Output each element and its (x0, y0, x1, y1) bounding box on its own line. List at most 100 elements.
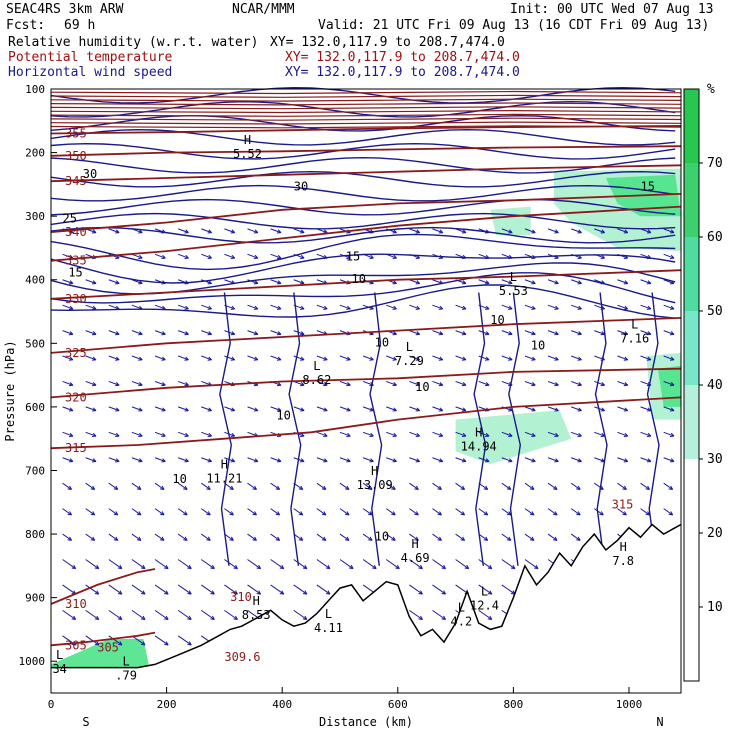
wind-vector-head (418, 590, 423, 595)
y-tick-label: 800 (25, 528, 45, 541)
wind-vector-head (91, 229, 97, 234)
wind-vector (547, 457, 559, 462)
wind-vector-head (576, 485, 581, 490)
wind-vector-head (438, 432, 444, 437)
wind-vector (640, 355, 652, 361)
wind-vector (85, 380, 97, 386)
wind-vector (131, 635, 146, 646)
wind-vector (617, 228, 628, 234)
wind-vector (524, 330, 536, 335)
wind-vector-head (392, 331, 397, 336)
colorbar-tick-label: 40 (707, 378, 723, 393)
wind-vector-head (187, 641, 192, 646)
wind-vector (432, 533, 442, 541)
wind-vector (316, 533, 327, 541)
wind-vector (663, 304, 675, 310)
wind-speed-label: 10 (352, 272, 366, 286)
wind-vector-head (464, 564, 470, 570)
wind-vector (131, 559, 146, 570)
wind-vector (501, 304, 513, 310)
wind-vector (455, 431, 467, 437)
theta-contour-line (50, 317, 682, 354)
wind-vector-head (346, 356, 351, 361)
wind-vector (316, 304, 328, 310)
colorbar-segment (684, 311, 699, 385)
wind-vector (571, 355, 582, 361)
wind-vector (62, 431, 74, 437)
wind-vector (62, 304, 74, 310)
colorbar-segment (684, 89, 699, 163)
wind-speed-contour (50, 100, 676, 118)
extremum-type: H (371, 464, 378, 478)
wind-vector (247, 559, 261, 570)
wind-vector-head (349, 564, 354, 570)
wind-vector-head (275, 485, 281, 490)
wind-vector (177, 482, 188, 490)
wind-vector (640, 457, 652, 462)
extremum-type: L (631, 318, 638, 332)
wind-vector-head (531, 331, 536, 336)
wind-vector-head (91, 305, 97, 310)
wind-vector-head (67, 536, 73, 541)
wind-vector-head (461, 458, 467, 463)
extremum-value: 8.62 (302, 373, 331, 387)
colorbar-segment (684, 163, 699, 237)
wind-vector (663, 228, 675, 234)
wind-vector (201, 304, 212, 310)
wind-vector-head (138, 331, 143, 336)
wind-vector-head (391, 485, 396, 490)
extremum-type: L (313, 359, 320, 373)
wind-vector-head (276, 331, 282, 336)
wind-vector-head (577, 305, 582, 310)
endpoint-right: N (656, 715, 663, 729)
wind-vector-head (391, 511, 396, 516)
wind-vector (571, 304, 582, 310)
wind-vector-head (623, 229, 629, 234)
wind-vector-head (298, 485, 304, 490)
wind-vector (594, 431, 605, 437)
wind-vector (362, 559, 377, 570)
wind-speed-contour-vertical (508, 292, 522, 566)
wind-vector (617, 279, 628, 284)
wind-speed-contour (50, 170, 676, 188)
wind-vector-head (438, 382, 444, 387)
wind-vector (293, 406, 305, 412)
extremum-value: 14.94 (461, 440, 497, 454)
wind-vector (177, 253, 189, 259)
wind-vector-head (183, 511, 188, 516)
wind-vector-head (369, 254, 374, 259)
wind-vector-head (554, 331, 559, 336)
wind-vector-head (276, 356, 282, 361)
wind-vector (362, 508, 373, 516)
wind-vector (339, 457, 351, 462)
theta-contour-line (50, 125, 682, 135)
wind-vector (247, 253, 259, 259)
wind-vector (270, 457, 282, 462)
theta-contour-upper (50, 125, 682, 129)
wind-vector-head (368, 536, 373, 541)
wind-vector (524, 482, 535, 490)
extremum-value: 11.21 (206, 471, 242, 485)
wind-vector-head (438, 458, 444, 463)
wind-vector-head (164, 615, 169, 621)
wind-speed-contour (50, 253, 676, 284)
wind-vector (108, 279, 120, 284)
wind-vector (455, 355, 467, 361)
theta-contour-label: 315 (65, 441, 87, 455)
wind-vector-head (441, 615, 447, 621)
theta-contour-label: 330 (65, 292, 87, 306)
wind-vector-head (599, 511, 604, 516)
wind-vector-head (207, 356, 212, 361)
wind-vector (131, 279, 143, 284)
wind-vector-head (276, 305, 282, 310)
wind-vector-head (554, 382, 559, 387)
theta-contour-line (50, 164, 682, 183)
wind-vector (270, 559, 285, 570)
wind-speed-contour-vertical (594, 292, 608, 566)
wind-vector-head (300, 229, 305, 234)
extremum-value: 7.29 (395, 354, 424, 368)
wind-vector (224, 533, 234, 541)
wind-vector (224, 355, 235, 361)
wind-vector (640, 304, 652, 310)
wind-vector-head (369, 356, 374, 361)
